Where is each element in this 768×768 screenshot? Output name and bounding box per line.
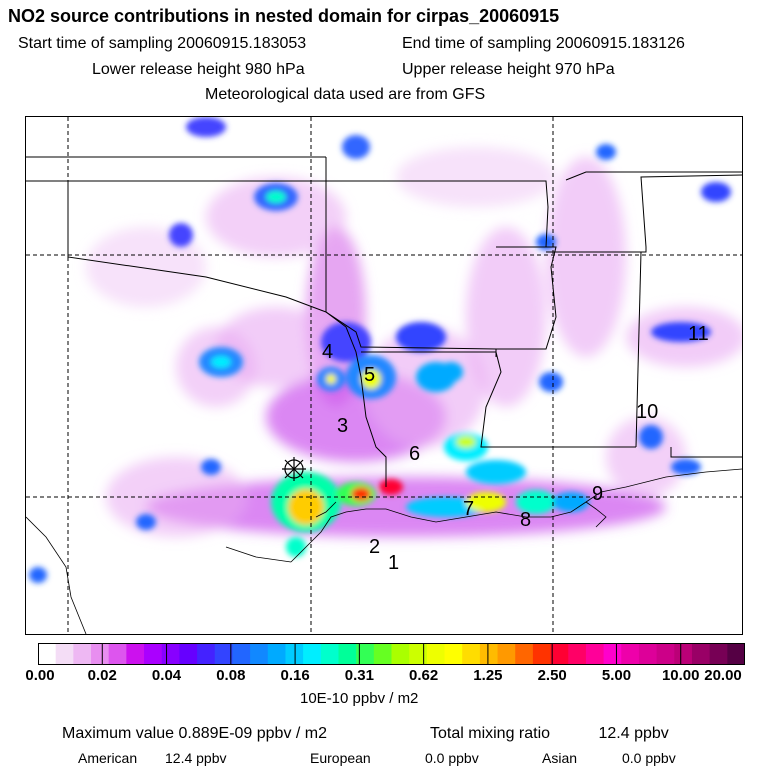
colorbar-units: 10E-10 ppbv / m2	[300, 690, 419, 707]
asian-value: 0.0 ppbv	[622, 750, 676, 766]
colorbar-tick-label: 0.62	[409, 667, 439, 684]
colorbar-swatch	[515, 643, 534, 665]
american-label: American	[78, 750, 138, 766]
colorbar-tick-label: 1.25	[473, 667, 503, 684]
colorbar-frame	[38, 643, 745, 665]
colorbar-tick-label: 5.00	[601, 667, 632, 684]
total-label: Total mixing ratio	[430, 725, 551, 742]
max-value-label: Maximum value 0.889E-09 ppbv / m2	[62, 725, 328, 742]
colorbar-swatch	[232, 643, 251, 665]
colorbar-tick-label: 20.00	[704, 667, 742, 684]
colorbar-swatch	[250, 643, 269, 665]
colorbar-tick-label: 2.50	[537, 667, 567, 684]
colorbar-swatch	[320, 643, 339, 665]
colorbar	[38, 643, 746, 670]
colorbar-swatch	[656, 643, 675, 665]
chart-title: NO2 source contributions in nested domai…	[8, 6, 560, 26]
site-label-11: 11	[688, 323, 709, 345]
colorbar-swatch	[73, 643, 92, 665]
colorbar-swatch	[444, 643, 463, 665]
total-value: 12.4 ppbv	[598, 725, 669, 742]
site-label-6: 6	[409, 443, 420, 465]
colorbar-swatch	[91, 643, 110, 665]
colorbar-swatch	[585, 643, 605, 665]
colorbar-swatch	[497, 643, 516, 665]
colorbar-tick-label: 0.08	[216, 667, 246, 684]
colorbar-swatch	[356, 643, 375, 665]
colorbar-swatch	[373, 643, 392, 665]
site-label-5: 5	[364, 364, 375, 386]
colorbar-swatch	[462, 643, 481, 665]
coastline	[26, 468, 742, 634]
state-borders	[26, 156, 742, 487]
colorbar-tick-label: 0.16	[280, 667, 310, 684]
colorbar-swatch	[426, 643, 446, 665]
colorbar-swatch	[727, 643, 746, 665]
colorbar-swatch	[550, 643, 569, 665]
colorbar-tick-label: 0.04	[151, 667, 182, 684]
site-label-1: 1	[388, 552, 399, 574]
colorbar-swatch	[568, 643, 587, 665]
met-data-label: Meteorological data used are from GFS	[205, 86, 486, 103]
colorbar-swatch	[161, 643, 180, 665]
site-label-9: 9	[592, 483, 603, 505]
site-label-8: 8	[520, 509, 531, 531]
site-label-10: 10	[636, 401, 658, 423]
colorbar-swatch	[267, 643, 286, 665]
colorbar-swatch	[197, 643, 216, 665]
colorbar-tick-label: 10.00	[661, 667, 700, 684]
colorbar-swatch	[638, 643, 658, 665]
colorbar-swatch	[179, 643, 198, 665]
colorbar-swatch	[144, 643, 163, 665]
site-label-4: 4	[322, 341, 333, 363]
asian-label: Asian	[542, 750, 578, 766]
start-time-label: Start time of sampling 20060915.183053	[18, 35, 307, 52]
colorbar-swatch	[126, 643, 145, 665]
colorbar-swatch	[285, 643, 304, 665]
colorbar-swatch	[532, 643, 552, 665]
european-value: 0.0 ppbv	[425, 750, 479, 766]
colorbar-swatch	[338, 643, 357, 665]
colorbar-tick-label: 0.31	[344, 667, 374, 684]
colorbar-swatch	[214, 643, 233, 665]
upper-release-label: Upper release height 970 hPa	[402, 61, 615, 78]
site-label-2: 2	[369, 536, 380, 558]
colorbar-swatch	[709, 643, 728, 665]
end-time-label: End time of sampling 20060915.183126	[402, 35, 685, 52]
american-value: 12.4 ppbv	[165, 750, 227, 766]
lower-release-label: Lower release height 980 hPa	[92, 61, 305, 78]
colorbar-tick-label: 0.02	[87, 667, 117, 684]
colorbar-swatch	[391, 643, 410, 665]
site-label-3: 3	[337, 415, 348, 437]
colorbar-swatch	[108, 643, 127, 665]
european-label: European	[310, 750, 371, 766]
colorbar-swatch	[38, 643, 57, 665]
total-mixing-ratio: Total mixing ratio 12.4 ppbv	[430, 725, 669, 743]
colorbar-tick-label: 0.00	[25, 667, 55, 684]
colorbar-swatch	[479, 643, 499, 665]
source-marker-icon[interactable]	[282, 457, 306, 481]
colorbar-swatch	[409, 643, 428, 665]
colorbar-swatch	[621, 643, 640, 665]
colorbar-swatch	[303, 643, 322, 665]
colorbar-swatch	[691, 643, 711, 665]
concentration-map[interactable]: 4 5 3 6 7 8 9 2 1 10 11	[25, 116, 743, 635]
colorbar-swatch	[603, 643, 622, 665]
site-label-7: 7	[463, 498, 474, 520]
colorbar-swatch	[55, 643, 74, 665]
colorbar-swatch	[674, 643, 693, 665]
